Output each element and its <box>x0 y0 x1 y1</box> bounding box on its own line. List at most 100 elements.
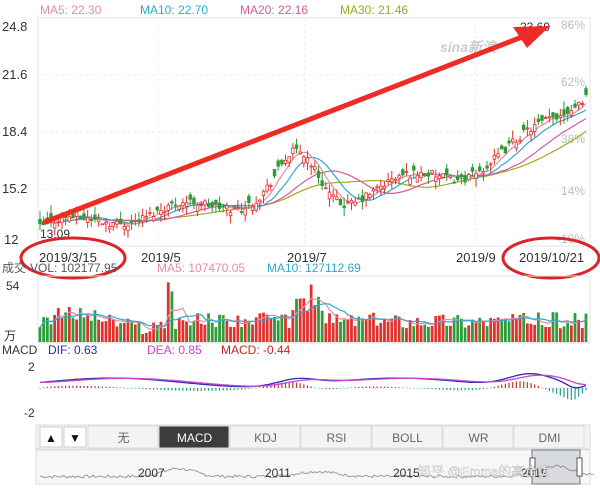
macd-bar <box>468 388 470 391</box>
price-tick: 15.2 <box>2 181 27 196</box>
macd-bar <box>196 388 199 391</box>
volume-bar <box>89 320 93 342</box>
tab-label: 无 <box>117 431 129 445</box>
candle-body <box>140 215 145 222</box>
tab-dmi[interactable]: DMI <box>513 425 585 449</box>
candle-body <box>514 141 519 149</box>
macd-bar <box>497 385 499 388</box>
tab-macd[interactable]: MACD <box>158 425 230 449</box>
candle-body <box>243 207 247 216</box>
macd-bar <box>288 381 290 388</box>
macd-bar <box>138 388 140 389</box>
volume-bar <box>67 307 71 342</box>
volume-bar <box>503 319 507 342</box>
candlesticks <box>38 85 588 238</box>
candle-body <box>467 174 471 181</box>
date-label: 2019/3/15 <box>39 250 97 265</box>
volume-bar <box>339 321 342 342</box>
macd-bar <box>343 388 345 389</box>
macd-axis-top: 2 <box>28 360 35 374</box>
candle-body <box>276 160 280 167</box>
volume-bar <box>42 317 46 342</box>
candle-body <box>342 205 346 209</box>
macd-bar <box>493 386 495 388</box>
volume-bar <box>525 323 529 342</box>
candle-body <box>470 167 475 172</box>
candle-body <box>107 226 112 230</box>
candle-body <box>507 140 511 144</box>
volume-bar <box>177 317 181 342</box>
ma5-legend: MA5: 22.30 <box>40 3 102 17</box>
tab-kdj[interactable]: KDJ <box>229 425 301 449</box>
ma30-legend: MA30: 21.46 <box>340 3 408 17</box>
nav-up-icon: ▲ <box>45 431 57 445</box>
overview-year: 2015 <box>393 466 420 480</box>
volume-bar <box>467 325 471 342</box>
overview-right-handle[interactable] <box>576 457 583 477</box>
candle-body <box>195 204 200 212</box>
volume-bar <box>533 324 537 342</box>
overview-navigator[interactable]: 2007 2011 2015 2019 知乎 @Emma的高合优 <box>35 449 594 485</box>
volume-bar <box>390 318 394 342</box>
macd-bar <box>171 388 173 391</box>
volume-bar <box>573 313 577 342</box>
candle-body <box>228 212 233 217</box>
volume-bar <box>133 324 137 342</box>
ma20-legend: MA20: 22.16 <box>240 3 308 17</box>
volume-bar <box>229 326 232 342</box>
candle-body <box>463 175 467 183</box>
tab-rsi[interactable]: RSI <box>300 425 372 449</box>
volume-bar <box>547 327 551 342</box>
macd-bar <box>273 383 276 388</box>
candle-body <box>313 166 317 170</box>
macd-bar <box>116 387 118 388</box>
macd-bar <box>413 388 415 389</box>
volume-bar <box>577 319 581 342</box>
macd-bar <box>244 388 246 390</box>
macd-bar <box>193 388 195 391</box>
candle-body <box>122 225 126 230</box>
candle-body <box>452 181 456 184</box>
macd-bar <box>105 386 107 388</box>
macd-bar <box>174 388 177 391</box>
volume-bar <box>569 325 573 342</box>
macd-bar <box>479 388 481 390</box>
macd-bar <box>457 388 459 391</box>
volume-bar <box>302 298 306 342</box>
candle-body <box>188 194 192 200</box>
volume-bar <box>210 322 214 342</box>
overview-left-handle[interactable] <box>529 457 536 477</box>
macd-bar <box>369 386 371 388</box>
volume-bar <box>580 328 584 342</box>
candle-body <box>554 113 559 120</box>
candle-body <box>511 138 515 143</box>
candle-body <box>481 171 486 174</box>
candle-body <box>294 144 299 149</box>
tab-无[interactable]: 无 <box>87 425 159 449</box>
trend-arrow <box>42 26 550 225</box>
candle-body <box>192 197 196 205</box>
candle-body <box>331 194 335 197</box>
macd-bar <box>299 383 301 388</box>
nav-down-button[interactable]: ▼ <box>63 426 87 448</box>
candle-body <box>441 173 445 178</box>
volume-bar <box>463 327 467 342</box>
tab-boll[interactable]: BOLL <box>371 425 443 449</box>
macd-bar <box>120 387 122 389</box>
candle-body <box>353 201 357 206</box>
nav-down-icon: ▼ <box>69 431 81 445</box>
candle-body <box>489 163 493 166</box>
macd-bar <box>222 388 224 391</box>
macd-bar <box>87 385 89 388</box>
macd-bar <box>259 387 261 388</box>
candle-body <box>85 217 90 223</box>
nav-up-button[interactable]: ▲ <box>39 426 63 448</box>
volume-bar <box>196 313 199 342</box>
volume-bar <box>269 318 273 342</box>
volume-bar <box>364 319 368 342</box>
volume-axis-unit: 万 <box>4 329 16 343</box>
macd-bar <box>453 388 455 391</box>
candle-body <box>166 204 170 211</box>
candle-body <box>434 176 438 182</box>
tab-wr[interactable]: WR <box>442 425 514 449</box>
